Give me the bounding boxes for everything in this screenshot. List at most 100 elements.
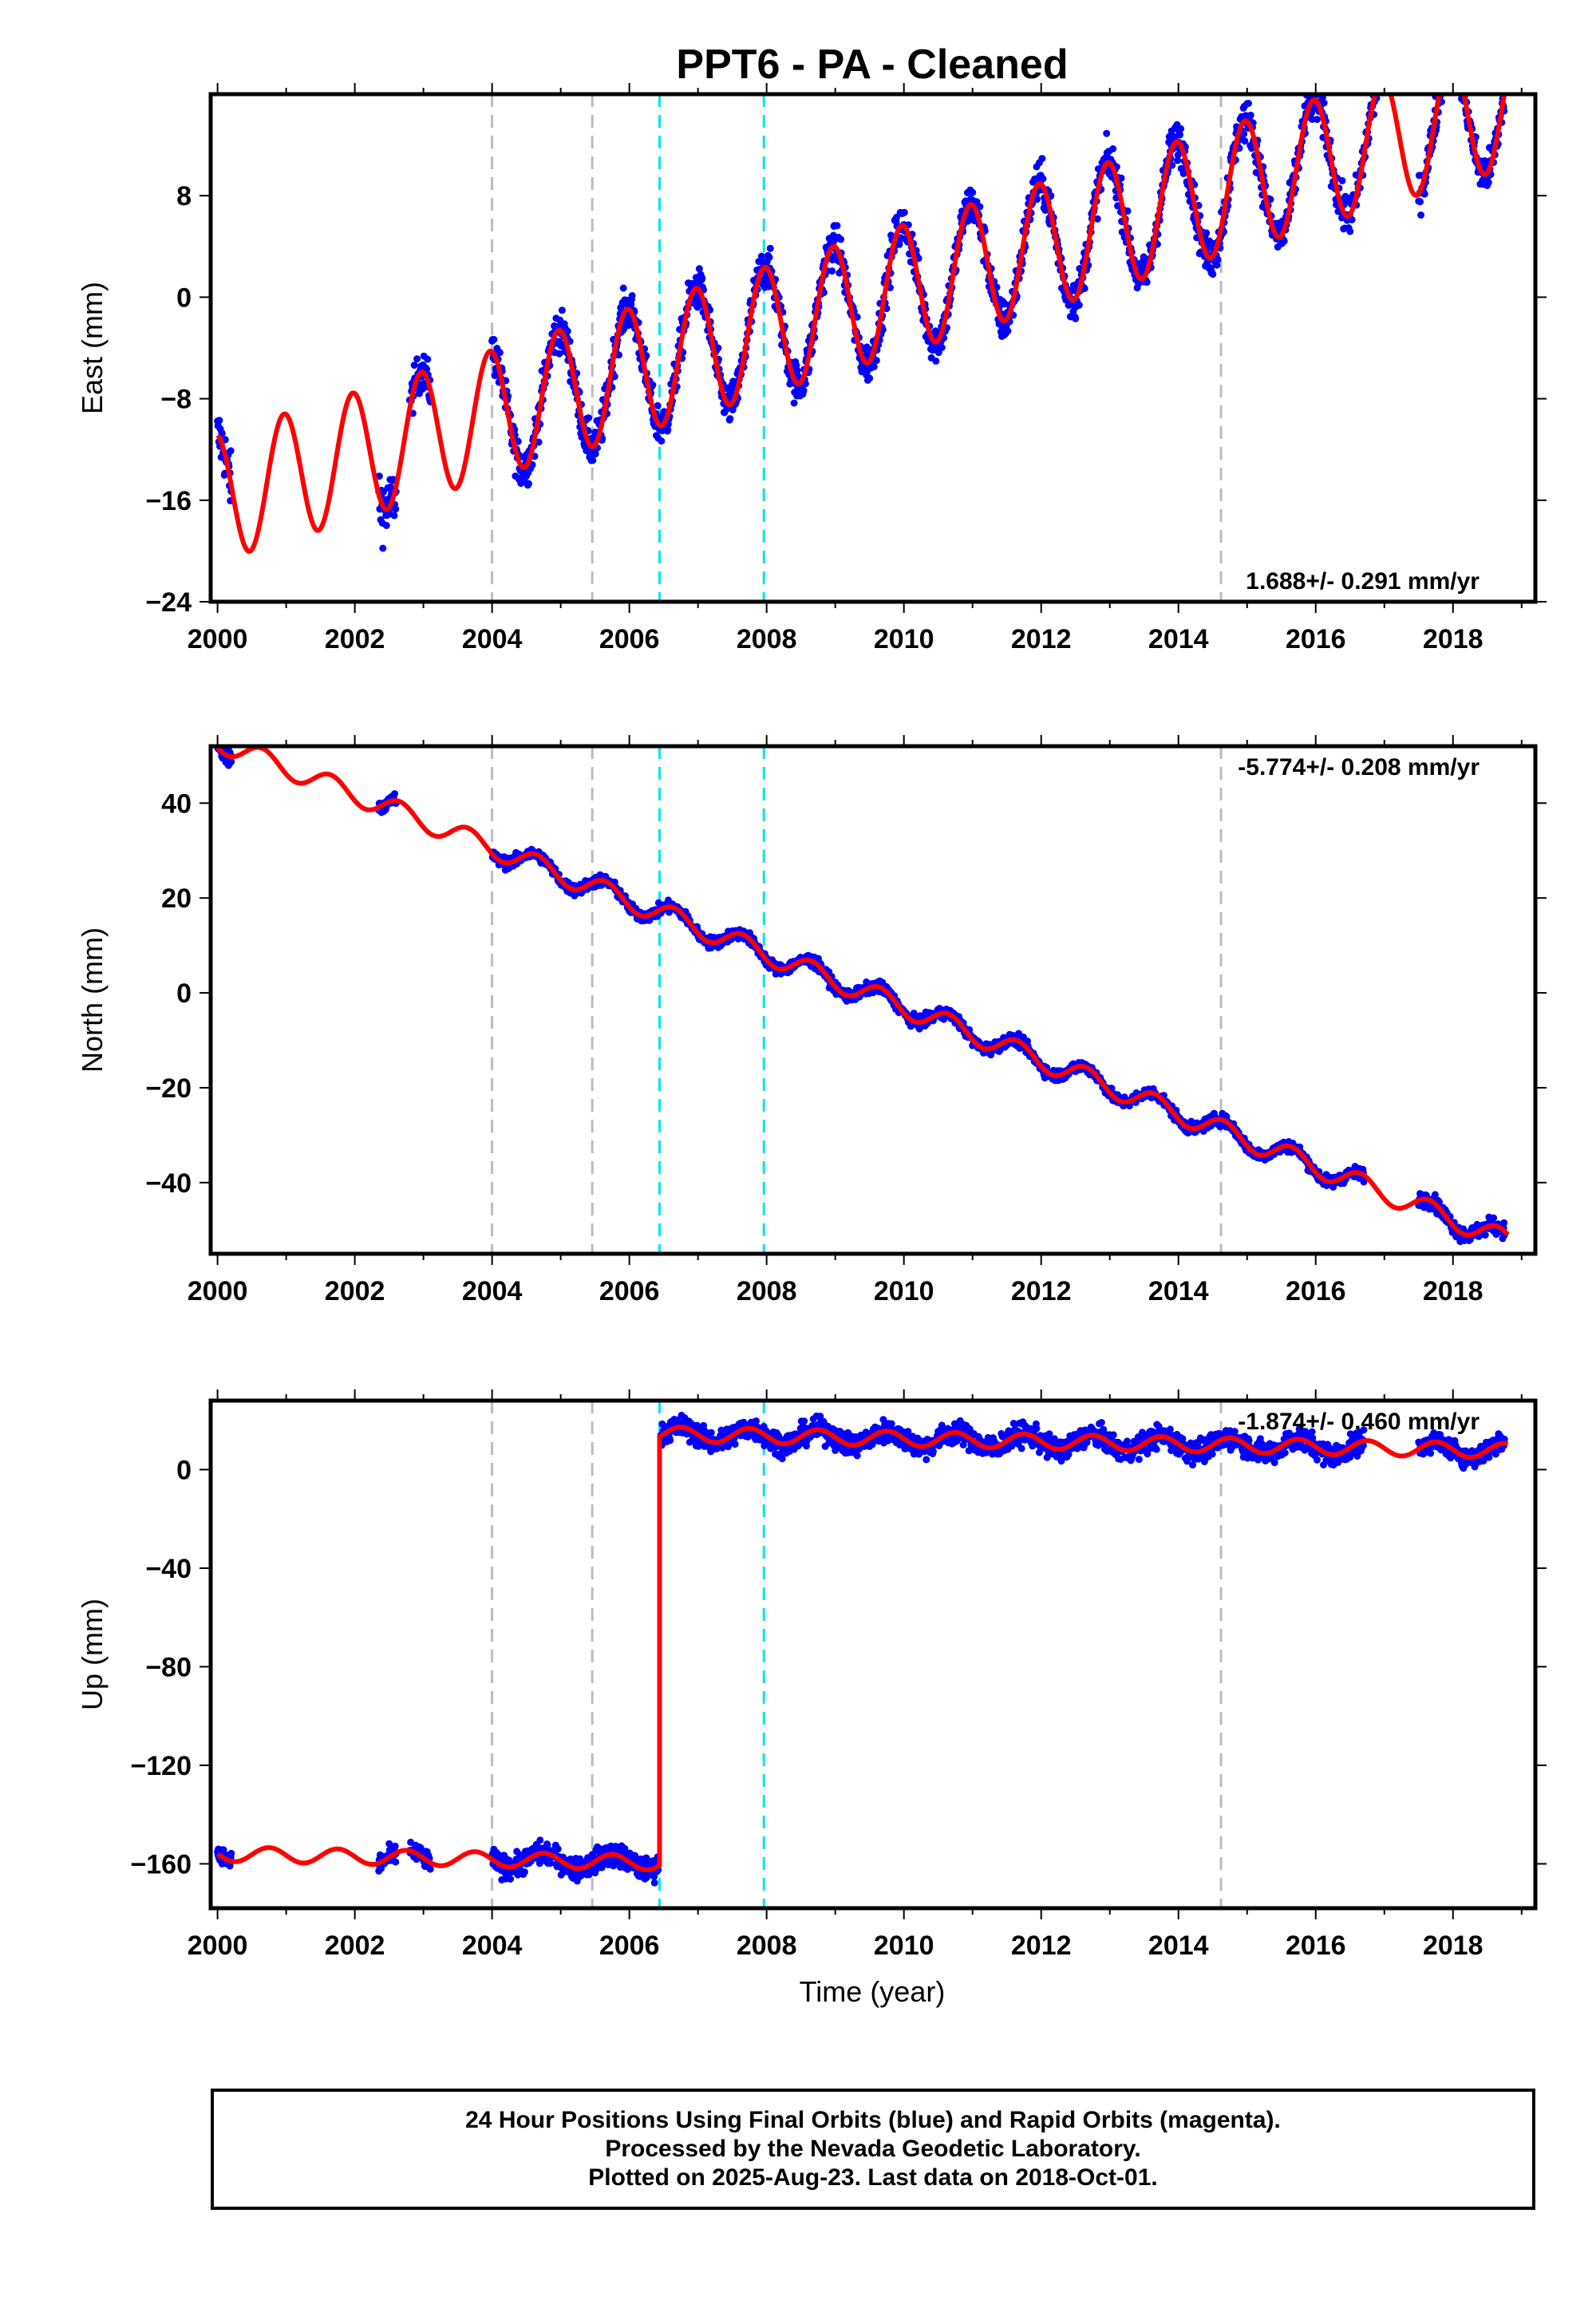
data-point <box>1240 130 1248 138</box>
chart-title: PPT6 - PA - Cleaned <box>676 41 1068 88</box>
data-point <box>525 480 532 488</box>
data-point <box>765 254 773 261</box>
data-point <box>793 366 801 374</box>
data-point <box>853 313 861 321</box>
data-point <box>490 335 498 343</box>
data-point <box>528 460 536 468</box>
data-point <box>726 415 734 423</box>
panel-up: 2000 2002 2004 2006 2008 2010 2012 2014 2016 2018… <box>76 1389 1547 1961</box>
y-tick-label: −8 <box>160 385 192 415</box>
data-point <box>1437 80 1444 87</box>
data-point <box>866 374 874 382</box>
data-point <box>1450 41 1457 48</box>
data-point <box>1245 100 1252 107</box>
data-point <box>1379 64 1386 71</box>
y-tick-label: 8 <box>176 181 192 211</box>
data-point <box>1456 62 1463 69</box>
data-point <box>1449 59 1456 66</box>
y-tick-label: −40 <box>145 1168 192 1199</box>
x-tick-label: 2000 <box>188 1276 248 1306</box>
data-point <box>1440 66 1447 73</box>
data-point <box>1445 73 1452 81</box>
data-point <box>391 790 398 798</box>
x-tick-label: 2002 <box>325 624 385 654</box>
east-y-axis-label: East (mm) <box>76 282 109 414</box>
data-point <box>589 456 597 464</box>
data-point <box>591 450 599 458</box>
data-point <box>1456 68 1464 75</box>
y-tick-label: −20 <box>145 1073 192 1104</box>
x-tick-label: 2008 <box>737 624 797 654</box>
data-point <box>1448 45 1456 52</box>
data-point <box>1174 156 1182 164</box>
data-point <box>1444 64 1451 71</box>
data-point <box>800 387 808 395</box>
y-tick-label: 0 <box>176 978 192 1009</box>
x-tick-label: 2016 <box>1286 624 1346 654</box>
data-point <box>1456 70 1463 77</box>
data-point <box>410 362 418 370</box>
y-tick-label: 40 <box>161 788 192 819</box>
data-point <box>615 351 622 359</box>
data-point <box>1378 69 1385 77</box>
data-point <box>1093 215 1101 223</box>
data-point <box>1449 53 1456 60</box>
data-point <box>664 425 672 433</box>
data-point <box>1209 271 1217 279</box>
data-point <box>619 284 627 292</box>
data-point <box>386 483 394 491</box>
data-point <box>1109 145 1117 152</box>
data-point <box>424 355 432 363</box>
data-point <box>790 399 798 407</box>
data-point <box>1416 198 1424 206</box>
data-point <box>507 1875 515 1883</box>
data-point <box>1442 72 1449 79</box>
east-points <box>214 41 1508 552</box>
data-point <box>1072 314 1080 322</box>
x-tick-label: 2006 <box>599 1276 660 1306</box>
data-point <box>536 1836 544 1844</box>
x-tick-label: 2014 <box>1148 624 1209 654</box>
data-point <box>1446 62 1453 69</box>
data-point <box>900 208 908 216</box>
data-point <box>828 267 836 275</box>
east-model-line <box>215 94 1507 554</box>
data-point <box>1241 137 1249 145</box>
data-point <box>1377 68 1384 75</box>
data-point <box>1440 65 1447 73</box>
data-point <box>1456 69 1464 76</box>
data-point <box>1080 285 1088 292</box>
data-point <box>1462 81 1469 89</box>
data-point <box>1452 59 1459 66</box>
data-point <box>837 235 845 243</box>
data-point <box>227 447 235 455</box>
data-point <box>1442 63 1449 70</box>
data-point <box>1380 76 1387 83</box>
data-point <box>872 357 880 365</box>
data-point <box>1436 78 1444 85</box>
data-point <box>1213 261 1221 269</box>
data-point <box>1374 81 1381 88</box>
x-tick-label: 2000 <box>188 624 248 654</box>
data-point <box>1117 174 1125 182</box>
data-point <box>1439 76 1446 83</box>
data-point <box>1001 300 1009 308</box>
data-point <box>379 544 387 552</box>
data-point <box>1280 237 1288 245</box>
data-point <box>1451 72 1458 79</box>
data-point <box>1308 116 1316 123</box>
y-tick-label: 20 <box>161 883 192 914</box>
data-point <box>1377 47 1385 54</box>
data-point <box>426 1865 434 1873</box>
data-point <box>1038 155 1046 163</box>
data-point <box>1440 72 1448 79</box>
north-rate-label: -5.774+/- 0.208 mm/yr <box>1238 754 1479 781</box>
x-tick-label: 2004 <box>462 1276 523 1306</box>
data-point <box>1460 79 1467 86</box>
data-point <box>1378 81 1385 89</box>
data-point <box>1459 85 1466 92</box>
x-tick-label: 2018 <box>1423 624 1483 654</box>
data-point <box>938 344 946 351</box>
x-tick-label: 2016 <box>1286 1276 1346 1306</box>
data-point <box>1455 85 1462 93</box>
